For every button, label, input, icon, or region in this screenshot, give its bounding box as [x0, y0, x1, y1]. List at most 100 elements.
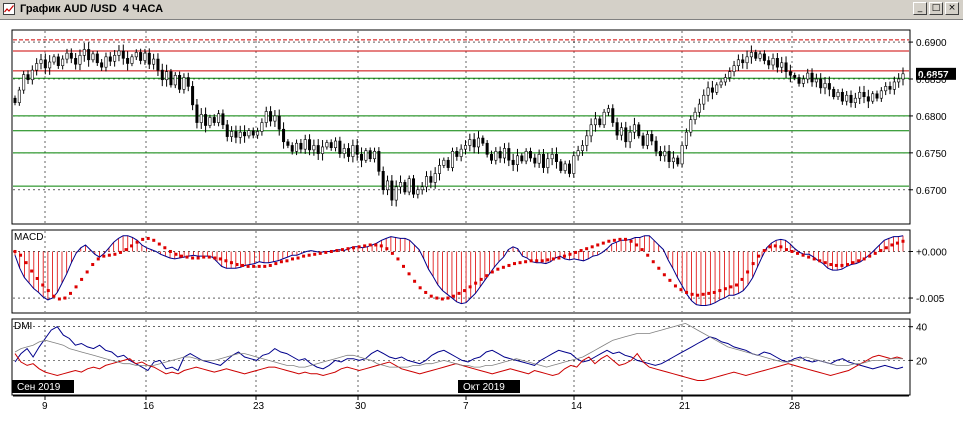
macd-signal-point	[507, 263, 511, 267]
close-button[interactable]: ×	[945, 2, 959, 15]
candle-body	[619, 127, 623, 136]
macd-signal-point	[424, 290, 428, 294]
candle-body	[476, 137, 480, 148]
candle-body	[108, 56, 112, 62]
candle-body	[360, 154, 364, 161]
candle-body	[438, 165, 442, 174]
macd-signal-point	[673, 284, 677, 288]
candle-body	[689, 119, 693, 133]
macd-signal-point	[696, 293, 700, 297]
macd-signal-point	[346, 247, 350, 251]
title-bar[interactable]: График AUD /USD 4 ЧАСА _ □ ×	[0, 0, 963, 20]
candle-body	[615, 122, 619, 136]
candle-body	[758, 53, 762, 59]
macd-signal-point	[846, 263, 849, 267]
candle-body	[767, 60, 771, 66]
candle-body	[827, 83, 831, 90]
chart-canvas[interactable]: 0.6857 0.6900 0.6850 0.6800 0.6750 0.6700 +0.0…	[0, 20, 963, 416]
macd-signal-point	[751, 262, 755, 266]
macd-signal-point	[446, 296, 450, 300]
candle-body	[511, 159, 515, 165]
candle-body	[645, 134, 649, 146]
minimize-button[interactable]: _	[913, 2, 927, 15]
candle-body	[169, 71, 173, 86]
candle-body	[178, 75, 182, 90]
candles-group	[13, 42, 905, 207]
window-title: График AUD /USD 4 ЧАСА	[20, 3, 164, 15]
month-label: Окт 2019	[463, 382, 505, 393]
candle-body	[533, 157, 537, 164]
candle-body	[528, 151, 532, 159]
macd-signal-point	[363, 244, 367, 248]
macd-signal-point	[19, 253, 23, 257]
macd-signal-point	[895, 241, 899, 245]
macd-signal-point	[257, 264, 261, 268]
macd-signal-point	[41, 283, 45, 287]
macd-signal-point	[429, 294, 433, 298]
candle-body	[832, 89, 836, 98]
macd-signal-point	[91, 263, 95, 267]
candle-body	[269, 111, 273, 122]
candle-body	[741, 59, 745, 64]
candle-body	[897, 78, 901, 83]
maximize-button[interactable]: □	[929, 2, 943, 15]
macd-signal-point	[690, 292, 694, 296]
candle-body	[702, 94, 706, 105]
candle-body	[342, 148, 346, 154]
macd-signal-point	[191, 256, 195, 260]
macd-signal-point	[174, 252, 178, 256]
candle-body	[797, 77, 801, 84]
candle-body	[65, 52, 69, 60]
chart-area[interactable]: 0.6857 0.6900 0.6850 0.6800 0.6750 0.6700 +0.0…	[0, 20, 963, 416]
candle-body	[156, 58, 160, 71]
macd-signal-point	[402, 264, 405, 268]
candle-body	[680, 145, 684, 165]
macd-signal-point	[873, 251, 877, 255]
macd-signal-point	[668, 278, 672, 282]
macd-signal-point	[263, 264, 267, 268]
candle-body	[316, 145, 320, 154]
macd-signal-point	[85, 270, 89, 274]
macd-signal-point	[202, 255, 206, 259]
candle-body	[217, 113, 221, 123]
macd-signal-point	[252, 264, 256, 268]
price-axis-label: 0.6900	[916, 38, 947, 49]
candle-body	[546, 158, 550, 168]
macd-signal-point	[279, 260, 283, 264]
macd-axis-label: -0.005	[916, 294, 945, 305]
candle-body	[572, 155, 576, 174]
candle-body	[299, 142, 303, 150]
macd-signal-point	[130, 244, 134, 248]
macd-signal-point	[418, 286, 422, 290]
macd-signal-point	[124, 248, 128, 252]
candle-body	[472, 139, 476, 148]
macd-signal-point	[823, 261, 827, 265]
candle-body	[580, 145, 584, 151]
candle-body	[329, 142, 333, 148]
candle-body	[611, 108, 615, 123]
macd-signal-point	[485, 274, 489, 278]
macd-signal-point	[757, 254, 761, 258]
candle-body	[451, 151, 455, 168]
candle-body	[290, 145, 294, 152]
macd-signal-point	[107, 253, 111, 257]
candle-body	[390, 180, 394, 201]
macd-signal-point	[818, 259, 822, 263]
candle-body	[420, 186, 424, 191]
macd-signal-point	[740, 277, 744, 281]
macd-signal-point	[268, 263, 272, 267]
candle-body	[762, 53, 766, 61]
candle-body	[78, 55, 82, 65]
candle-body	[585, 135, 589, 146]
candle-body	[806, 72, 810, 80]
candle-body	[347, 148, 351, 157]
macd-signal-point	[385, 247, 389, 251]
candle-body	[69, 52, 73, 59]
macd-signal-point	[812, 257, 816, 261]
macd-signal-point	[640, 248, 644, 252]
macd-signal-point	[185, 255, 189, 259]
macd-signal-point	[213, 256, 217, 260]
candle-body	[381, 171, 385, 191]
macd-signal-point	[440, 297, 444, 301]
